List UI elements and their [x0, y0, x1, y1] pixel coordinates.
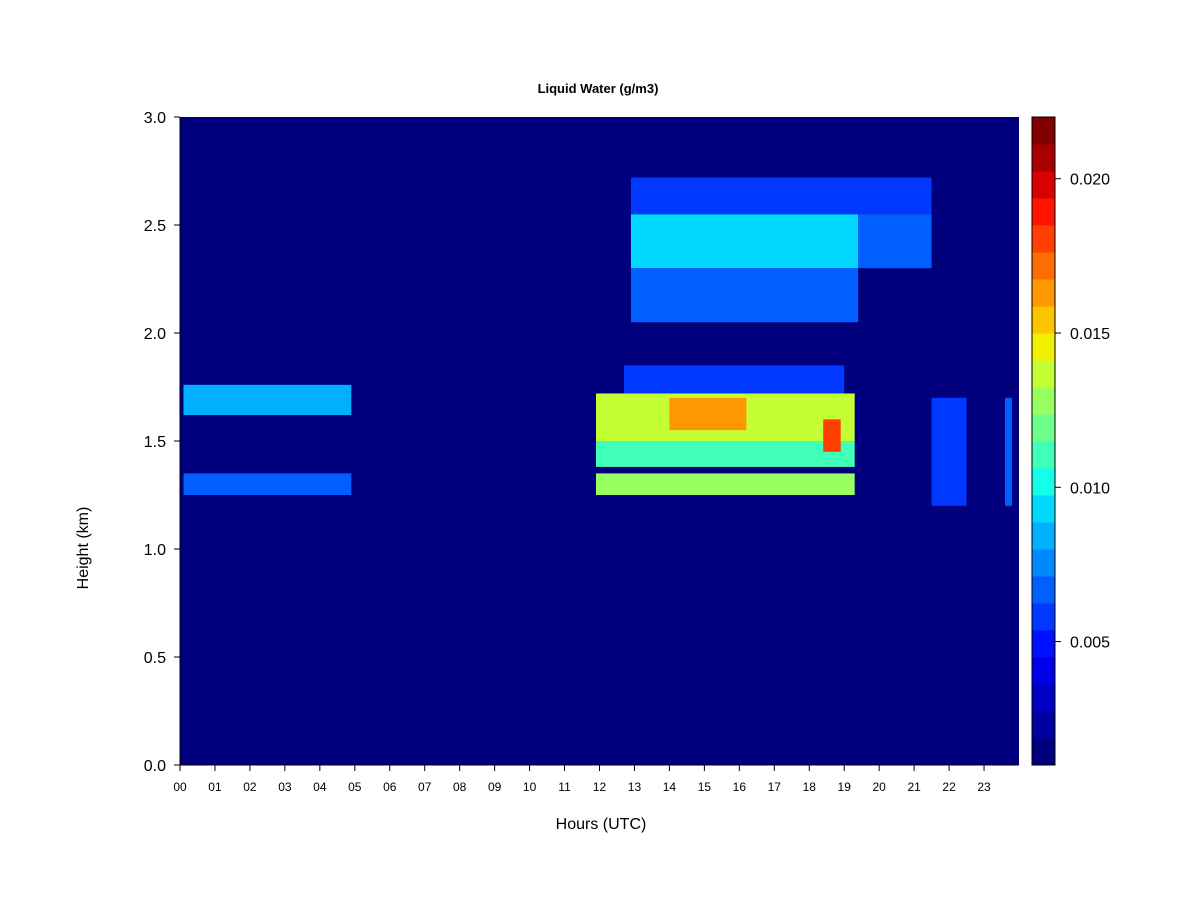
x-tick-label: 19 [838, 780, 852, 794]
x-tick-label: 17 [768, 780, 782, 794]
colorbar-swatch [1032, 603, 1055, 631]
y-tick-label: 2.0 [144, 326, 166, 343]
colorbar-swatch [1032, 711, 1055, 739]
heatmap-cell [823, 419, 841, 452]
heatmap-cells [183, 177, 1013, 506]
x-axis-label: Hours (UTC) [556, 816, 647, 833]
heatmap-cell [596, 441, 855, 467]
x-tick-label: 12 [593, 780, 607, 794]
heatmap-cell [183, 384, 352, 416]
x-tick-label: 23 [977, 780, 991, 794]
heatmap-cell [858, 214, 932, 269]
x-tick-label: 16 [733, 780, 747, 794]
heatmap-cell [1005, 397, 1013, 506]
x-tick-label: 05 [348, 780, 362, 794]
heatmap-cell [630, 177, 932, 215]
heatmap-cell [630, 268, 859, 323]
colorbar-swatch [1032, 306, 1055, 334]
heatmap-cell [183, 473, 352, 495]
x-tick-label: 13 [628, 780, 642, 794]
colorbar-swatch [1032, 576, 1055, 604]
x-tick-label: 06 [383, 780, 397, 794]
colorbar-swatch [1032, 279, 1055, 307]
chart-title: Liquid Water (g/m3) [538, 81, 659, 96]
colorbar-swatch [1032, 252, 1055, 280]
x-tick-label: 22 [942, 780, 956, 794]
x-tick-label: 00 [173, 780, 187, 794]
x-tick-label: 08 [453, 780, 467, 794]
colorbar-swatch [1032, 549, 1055, 577]
colorbar-swatch [1032, 657, 1055, 685]
colorbar-swatch [1032, 441, 1055, 469]
colorbar-swatch [1032, 360, 1055, 388]
heatmap-cell [630, 214, 859, 269]
x-tick-label: 10 [523, 780, 537, 794]
y-tick-label: 2.5 [144, 218, 166, 235]
colorbar-swatch [1032, 414, 1055, 442]
heatmap-cell [931, 397, 967, 506]
x-tick-label: 03 [278, 780, 292, 794]
x-tick-label: 18 [803, 780, 817, 794]
y-tick-label: 0.0 [144, 758, 166, 775]
y-tick-label: 0.5 [144, 650, 166, 667]
colorbar-tick-label: 0.010 [1070, 480, 1110, 497]
colorbar-swatch [1032, 522, 1055, 550]
y-tick-label: 1.0 [144, 542, 166, 559]
colorbar-swatch [1032, 333, 1055, 361]
x-tick-label: 14 [663, 780, 677, 794]
heatmap-cell [623, 365, 845, 394]
heatmap-cell [669, 397, 747, 431]
x-tick-label: 09 [488, 780, 502, 794]
x-tick-label: 04 [313, 780, 327, 794]
colorbar-swatch [1032, 171, 1055, 199]
x-axis: 00 01 02 03 04 05 06 07 08 09 10 11 12 13 14 15 16 17 18 19… [173, 764, 1019, 794]
colorbar-tick-label: 0.020 [1070, 172, 1110, 189]
x-tick-label: 21 [907, 780, 921, 794]
x-tick-label: 01 [208, 780, 222, 794]
x-tick-label: 20 [872, 780, 886, 794]
x-tick-label: 15 [698, 780, 712, 794]
y-tick-label: 3.0 [144, 110, 166, 127]
colorbar: 0.005 0.010 0.015 0.020 [1031, 116, 1110, 766]
colorbar-swatch [1032, 684, 1055, 712]
x-tick-label: 02 [243, 780, 257, 794]
colorbar-swatch [1032, 117, 1055, 145]
y-tick-label: 1.5 [144, 434, 166, 451]
colorbar-swatch [1032, 495, 1055, 523]
colorbar-tick-label: 0.005 [1070, 635, 1110, 652]
x-tick-label: 07 [418, 780, 432, 794]
y-axis-label: Height (km) [75, 507, 92, 590]
heatmap-cell [596, 473, 855, 495]
colorbar-swatch [1032, 630, 1055, 658]
colorbar-swatch [1032, 387, 1055, 415]
colorbar-border [1031, 116, 1056, 766]
colorbar-swatch [1032, 468, 1055, 496]
x-tick-label: 11 [558, 780, 571, 794]
colorbar-tick-label: 0.015 [1070, 326, 1110, 343]
colorbar-swatch [1032, 738, 1055, 766]
colorbar-swatch [1032, 225, 1055, 253]
colorbar-swatch [1032, 144, 1055, 172]
colorbar-swatch [1032, 198, 1055, 226]
y-axis: 0.0 0.5 1.0 1.5 2.0 2.5 3.0 [144, 110, 181, 775]
